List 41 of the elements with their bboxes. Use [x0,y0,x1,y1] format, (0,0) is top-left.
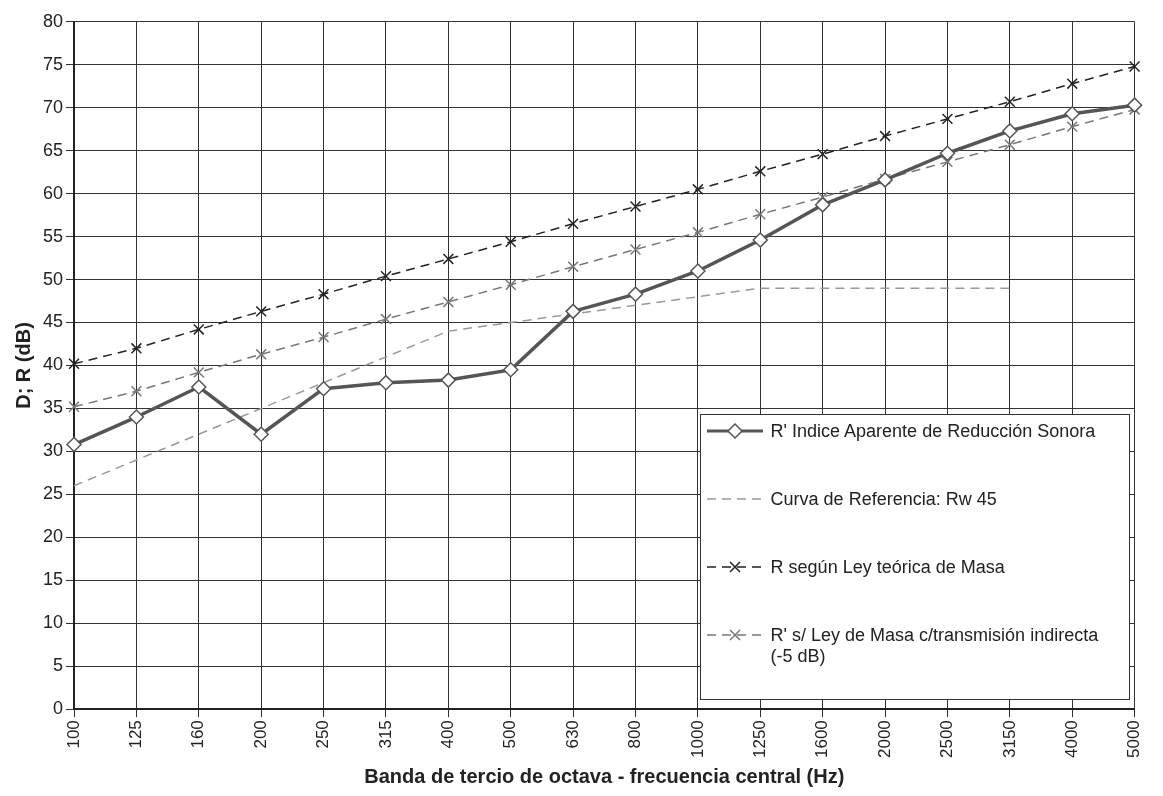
y-tick-label: 60 [42,182,64,203]
y-tick-label: 80 [42,10,64,31]
x-tick-label: 160 [188,720,208,749]
y-tick-label: 55 [42,225,64,246]
y-tick-label: 15 [42,569,64,590]
legend-label: R' s/ Ley de Masa c/transmisión indirecta (-5 dB) [770,625,1100,668]
legend-label: R según Ley teórica de Masa [770,557,1006,579]
x-tick-label: 125 [126,720,146,749]
x-tick-label: 2000 [874,720,894,759]
y-tick-label: 30 [42,440,64,461]
x-axis-title: Banda de tercio de octava - frecuencia central (Hz) [364,764,845,787]
y-tick-label: 75 [42,53,64,74]
x-tick-label: 400 [438,720,458,749]
x-tick-label: 1000 [687,720,707,759]
x-tick-label: 4000 [1061,720,1081,759]
y-tick-label: 40 [42,354,64,375]
y-tick-label: 20 [42,526,64,547]
x-tick-label: 200 [250,720,270,749]
legend-label: Curva de Referencia: Rw 45 [770,489,998,511]
x-tick-label: 100 [63,720,83,749]
y-tick-label: 35 [42,397,64,418]
y-tick-label: 65 [42,139,64,160]
x-tick-label: 2500 [937,720,957,759]
y-tick-label: 70 [42,96,64,117]
y-tick-label: 5 [53,655,64,676]
y-tick-label: 50 [42,268,64,289]
legend-label: R' Indice Aparente de Reducción Sonora [770,421,1097,443]
x-tick-label: 5000 [1124,720,1144,759]
x-tick-label: 800 [625,720,645,749]
x-tick-label: 3150 [999,720,1019,759]
x-tick-label: 250 [313,720,333,749]
x-tick-label: 630 [562,720,582,749]
y-tick-label: 45 [42,311,64,332]
x-tick-label: 500 [500,720,520,749]
y-tick-label: 0 [53,698,64,719]
x-tick-label: 1600 [812,720,832,759]
y-tick-label: 10 [42,612,64,633]
x-tick-label: 1250 [749,720,769,759]
y-tick-label: 25 [42,483,64,504]
x-tick-label: 315 [375,720,395,749]
y-axis-title: D; R (dB) [11,322,34,409]
